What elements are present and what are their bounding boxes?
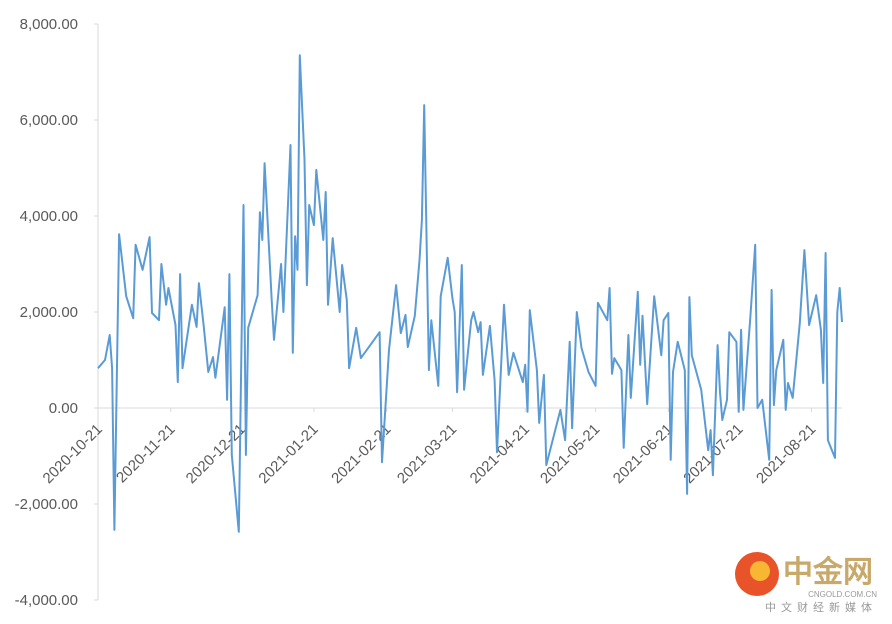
domain: CNGOLD.COM.CN [808,590,877,599]
y-tick-label: -4,000.00 [15,592,78,609]
slogan: 中文财经新媒体 [765,600,877,614]
data-line [97,54,843,533]
watermark: 中金网 CNGOLD.COM.CN 中文财经新媒体 [735,552,877,614]
y-tick-label: 2,000.00 [20,304,78,321]
x-tick-label: 2021-06-21 [610,421,676,487]
y-tick-label: 0.00 [49,400,78,417]
y-tick-label: -2,000.00 [15,496,78,513]
x-tick-label: 2021-05-21 [537,421,603,487]
y-tick-label: 6,000.00 [20,112,78,129]
x-tick-label: 2020-10-21 [40,421,106,487]
logo-inner [750,561,770,581]
x-tick-label: 2021-04-21 [467,421,533,487]
brand: 中金网 [783,555,873,589]
x-tick-label: 2021-01-21 [255,421,321,487]
x-tick-label: 2021-08-21 [753,421,819,487]
y-tick-label: 4,000.00 [20,208,78,225]
x-tick-label: 2020-11-21 [113,421,178,486]
y-tick-label: 8,000.00 [20,16,78,33]
x-tick-label: 2021-03-21 [394,421,460,487]
